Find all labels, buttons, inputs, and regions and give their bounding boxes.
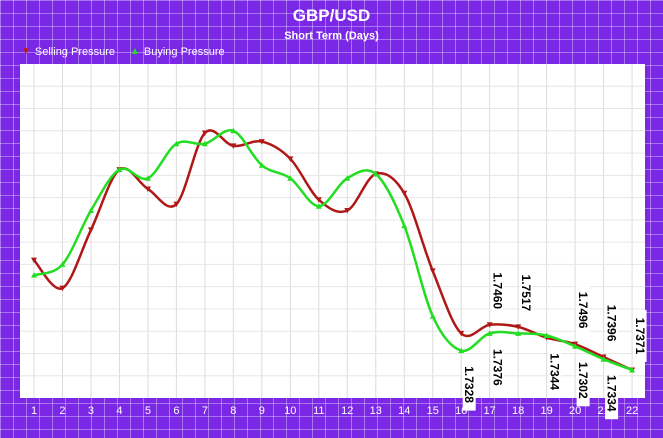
value-label-bg xyxy=(576,354,590,407)
series-line-buying xyxy=(33,129,633,372)
value-label-bg xyxy=(462,358,476,411)
value-label: 1.7396 xyxy=(605,305,619,342)
x-tick-label: 3 xyxy=(88,405,94,417)
data-point-selling xyxy=(59,285,66,292)
x-tick-label: 11 xyxy=(313,405,324,417)
value-label: 1.7376 xyxy=(491,349,505,386)
data-point-buying xyxy=(600,356,607,362)
data-point-buying xyxy=(372,170,379,177)
x-tick-label: 17 xyxy=(484,405,496,417)
data-point-buying xyxy=(230,127,237,134)
data-point-selling xyxy=(515,324,522,330)
value-label-bg xyxy=(605,367,619,420)
x-tick-label: 1 xyxy=(31,405,37,417)
value-label: 1.7344 xyxy=(548,353,562,390)
data-point-selling xyxy=(87,227,94,233)
chart-subtitle: Short Term (Days) xyxy=(284,30,379,42)
value-label-bg xyxy=(491,341,505,394)
x-tick-label: 10 xyxy=(284,405,296,417)
x-tick-label: 12 xyxy=(341,405,353,417)
data-point-selling xyxy=(258,139,265,145)
x-tick-label: 13 xyxy=(370,405,382,417)
value-label-bg xyxy=(491,264,505,317)
data-point-buying xyxy=(144,175,151,181)
data-point-selling xyxy=(486,322,493,328)
data-point-buying xyxy=(116,166,123,173)
data-point-selling xyxy=(201,130,208,136)
chart-title: GBP/USD xyxy=(292,6,371,25)
x-tick-label: 20 xyxy=(569,405,581,417)
data-point-selling xyxy=(230,143,237,149)
x-tick-label: 4 xyxy=(116,405,122,417)
x-tick-label: 14 xyxy=(398,405,410,417)
x-tick-label: 9 xyxy=(259,405,265,417)
x-tick-label: 8 xyxy=(230,405,236,417)
x-tick-label: 22 xyxy=(626,405,638,417)
x-tick-label: 19 xyxy=(541,405,553,417)
data-point-selling xyxy=(173,201,180,208)
value-label: 1.7496 xyxy=(576,292,590,329)
value-label-bg xyxy=(633,309,647,362)
triangle-down-icon: ▼ xyxy=(21,46,31,57)
value-label-bg xyxy=(605,297,619,350)
data-point-buying xyxy=(572,343,579,349)
data-point-selling xyxy=(287,156,294,162)
value-label: 1.7302 xyxy=(576,362,590,399)
data-point-buying xyxy=(486,330,493,336)
data-point-selling xyxy=(401,190,408,197)
data-point-selling xyxy=(458,330,465,337)
data-point-buying xyxy=(401,222,408,229)
legend-label-selling: Selling Pressure xyxy=(34,46,115,58)
data-point-buying xyxy=(87,207,94,214)
data-point-buying xyxy=(173,140,180,147)
data-point-selling xyxy=(144,186,151,192)
x-tick-label: 2 xyxy=(59,405,65,417)
data-point-buying xyxy=(59,261,66,267)
value-label: 1.7517 xyxy=(519,275,533,312)
x-tick-label: 15 xyxy=(427,405,439,417)
data-point-selling xyxy=(315,197,322,203)
data-point-selling xyxy=(344,208,351,214)
data-point-selling xyxy=(429,268,436,274)
data-point-buying xyxy=(287,175,294,181)
data-point-buying xyxy=(543,332,550,339)
value-label: 1.7334 xyxy=(605,375,619,412)
triangle-up-icon: ▲ xyxy=(130,46,140,57)
legend-item-selling: ▼ Selling Pressure xyxy=(21,46,115,58)
value-label: 1.7371 xyxy=(633,318,647,355)
data-point-buying xyxy=(31,272,37,278)
legend-item-buying: ▲ Buying Pressure xyxy=(130,46,225,58)
data-point-buying xyxy=(429,313,436,319)
plot-area xyxy=(20,64,645,398)
data-point-buying xyxy=(258,162,265,168)
x-tick-label: 6 xyxy=(173,405,179,417)
data-point-selling xyxy=(31,257,37,264)
value-label: 1.7328 xyxy=(462,366,476,403)
value-label: 1.7460 xyxy=(491,272,505,309)
x-tick-label: 5 xyxy=(145,405,151,417)
data-point-buying xyxy=(458,347,465,354)
value-label-bg xyxy=(548,345,562,398)
x-tick-label: 18 xyxy=(512,405,524,417)
data-point-buying xyxy=(315,203,322,209)
data-point-buying xyxy=(344,175,351,181)
legend-label-buying: Buying Pressure xyxy=(143,46,225,58)
x-tick-label: 7 xyxy=(202,405,208,417)
data-point-buying xyxy=(201,140,208,147)
data-point-buying xyxy=(515,330,522,336)
value-label-bg xyxy=(576,284,590,337)
value-label-bg xyxy=(519,266,533,319)
data-point-buying xyxy=(629,366,636,373)
